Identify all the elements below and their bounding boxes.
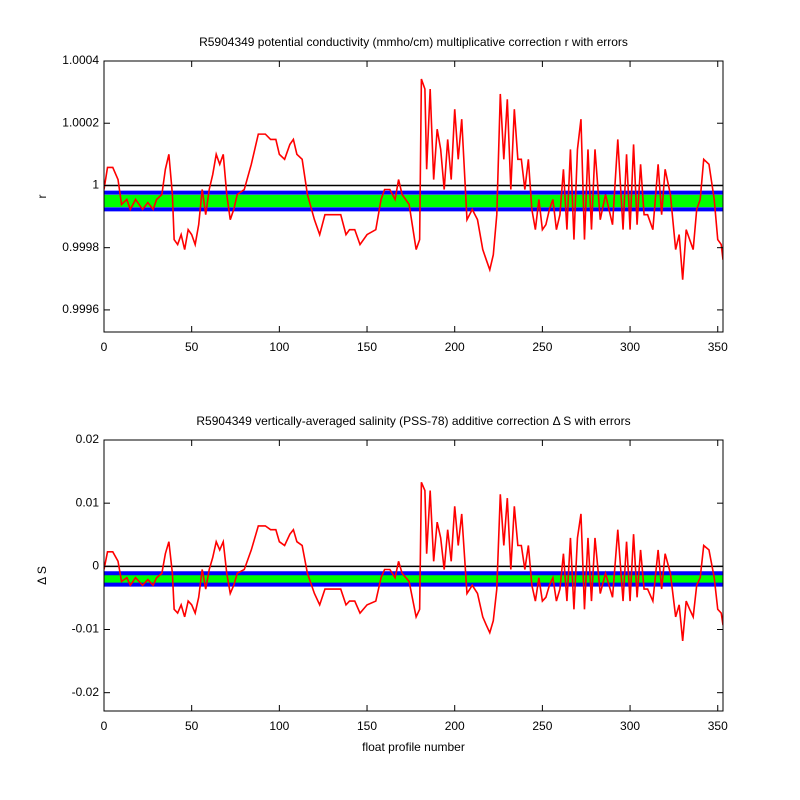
axes-frame (103, 439, 724, 712)
x-tick-label: 300 (620, 719, 640, 733)
x-tick-label: 250 (532, 719, 552, 733)
axes-frame (103, 60, 724, 333)
y-tick-label: 1 (92, 178, 99, 192)
x-tick-label: 200 (445, 340, 465, 354)
y-tick-label: -0.02 (72, 685, 100, 699)
y-tick-label: -0.01 (72, 622, 100, 636)
x-tick-label: 50 (185, 719, 199, 733)
y-tick-label: 0.02 (76, 432, 100, 446)
data-line (104, 78, 723, 280)
x-tick-label: 200 (445, 719, 465, 733)
y-tick-label: 1.0004 (62, 53, 99, 67)
y-tick-label: 1.0002 (62, 115, 99, 129)
error-band (104, 574, 723, 584)
data-line (104, 482, 723, 641)
plot-area (104, 482, 723, 641)
x-tick-label: 300 (620, 340, 640, 354)
x-tick-label: 100 (269, 719, 289, 733)
chart-title: R5904349 vertically-averaged salinity (P… (196, 414, 630, 428)
plot-area (104, 78, 723, 280)
x-tick-label: 100 (269, 340, 289, 354)
y-tick-label: 0 (92, 559, 99, 573)
x-tick-label: 50 (185, 340, 199, 354)
error-band (104, 194, 723, 208)
x-tick-label: 150 (357, 340, 377, 354)
x-tick-label: 350 (708, 340, 728, 354)
x-tick-label: 0 (101, 340, 108, 354)
x-axis-label: float profile number (362, 740, 465, 754)
x-tick-label: 150 (357, 719, 377, 733)
y-tick-label: 0.9998 (62, 240, 99, 254)
x-tick-label: 0 (101, 719, 108, 733)
chart-title: R5904349 potential conductivity (mmho/cm… (199, 35, 628, 49)
y-axis-label: r (35, 195, 49, 199)
x-tick-label: 250 (532, 340, 552, 354)
x-tick-label: 350 (708, 719, 728, 733)
y-axis-label: Δ S (35, 566, 49, 585)
y-tick-label: 0.9996 (62, 302, 99, 316)
y-tick-label: 0.01 (76, 495, 100, 509)
